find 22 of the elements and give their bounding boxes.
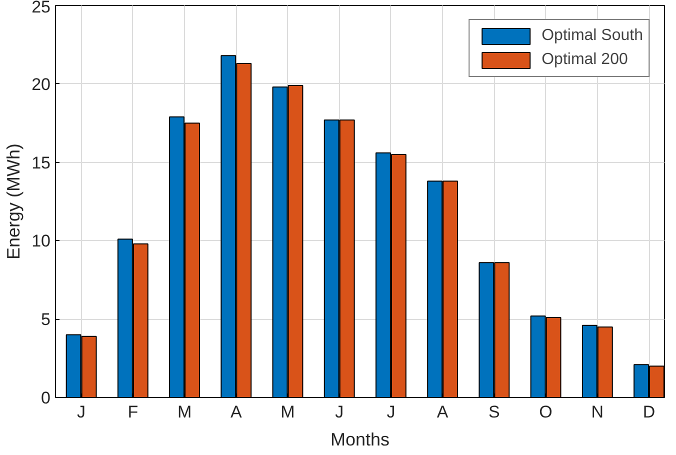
x-tick-label: D xyxy=(642,402,656,422)
x-tick-label: S xyxy=(488,402,500,422)
y-tick-label: 20 xyxy=(32,74,51,94)
x-tick-label: J xyxy=(386,402,396,422)
x-tick-label: N xyxy=(591,402,604,422)
y-axis-title: Energy (MWh) xyxy=(4,143,24,260)
x-tick-label: A xyxy=(230,402,242,422)
x-tick-label: A xyxy=(436,402,449,422)
legend-label: Optimal 200 xyxy=(542,51,628,69)
x-tick-label: J xyxy=(77,402,86,422)
x-tick-label: F xyxy=(128,402,138,422)
y-tick-label: 5 xyxy=(41,310,51,330)
x-tick-label: M xyxy=(177,402,192,422)
y-tick-label: 0 xyxy=(41,388,51,408)
x-axis-title: Months xyxy=(330,430,390,450)
y-tick-label: 15 xyxy=(32,153,51,172)
x-tick-label: O xyxy=(539,402,552,422)
y-tick-label: 25 xyxy=(32,0,51,16)
x-tick-label: M xyxy=(280,402,295,422)
legend-label: Optimal South xyxy=(542,27,643,45)
x-tick-label: J xyxy=(335,402,344,422)
y-tick-label: 10 xyxy=(32,232,51,251)
